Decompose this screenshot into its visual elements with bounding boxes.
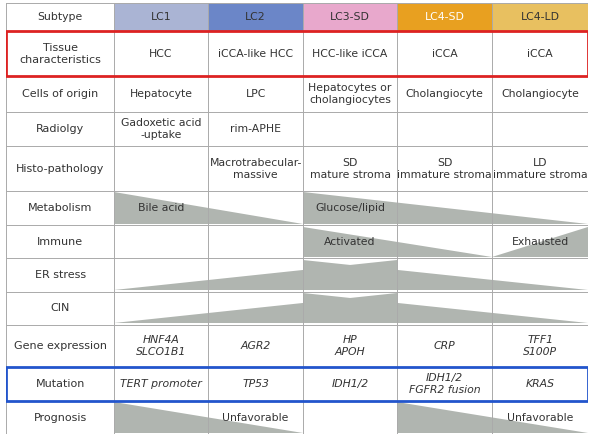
Polygon shape [303,293,589,323]
Polygon shape [303,226,492,257]
Text: Cholangiocyte: Cholangiocyte [501,89,579,99]
Polygon shape [114,192,303,224]
Text: iCCA-like HCC: iCCA-like HCC [218,49,293,59]
Text: TFF1
S100P: TFF1 S100P [523,335,557,357]
Text: AGR2: AGR2 [241,341,271,351]
Text: Activated: Activated [325,237,376,247]
Text: Immune: Immune [37,237,83,247]
Text: LPC: LPC [245,89,266,99]
Text: CRP: CRP [434,341,455,351]
Text: LC3-SD: LC3-SD [330,12,370,22]
Text: Mutation: Mutation [35,379,85,389]
Text: HNF4A
SLCO1B1: HNF4A SLCO1B1 [136,335,186,357]
Text: CIN: CIN [50,303,70,313]
FancyBboxPatch shape [208,3,303,31]
Polygon shape [303,192,589,224]
Text: SD
immature stroma: SD immature stroma [397,158,492,180]
Text: HCC: HCC [149,49,173,59]
Text: Prognosis: Prognosis [34,413,87,423]
Text: HP
APOH: HP APOH [335,335,365,357]
Text: IDH1/2
FGFR2 fusion: IDH1/2 FGFR2 fusion [409,373,481,395]
Text: Hepatocyte: Hepatocyte [130,89,193,99]
Text: Unfavorable: Unfavorable [223,413,289,423]
Text: Cholangiocyte: Cholangiocyte [406,89,484,99]
FancyBboxPatch shape [397,3,492,31]
FancyBboxPatch shape [114,3,208,31]
Text: Cells of origin: Cells of origin [22,89,98,99]
Text: Gene expression: Gene expression [14,341,107,351]
Text: Radiolgy: Radiolgy [36,124,84,134]
Polygon shape [114,402,303,433]
Polygon shape [492,226,589,257]
Text: Macrotrabecular-
massive: Macrotrabecular- massive [209,158,302,180]
Text: rim-APHE: rim-APHE [230,124,281,134]
Text: Tissue
characteristics: Tissue characteristics [19,43,101,65]
Text: ER stress: ER stress [35,270,86,280]
Text: LC1: LC1 [151,12,172,22]
Text: Glucose/lipid: Glucose/lipid [315,203,385,213]
Bar [7,367,589,401]
Text: Exhausted: Exhausted [512,237,569,247]
FancyBboxPatch shape [303,3,397,31]
Polygon shape [114,293,397,323]
Text: Subtype: Subtype [37,12,83,22]
FancyBboxPatch shape [492,3,589,31]
Text: iCCA: iCCA [432,49,458,59]
Text: Hepatocytes or
cholangiocytes: Hepatocytes or cholangiocytes [308,83,392,105]
Text: Metabolism: Metabolism [28,203,92,213]
Text: LD
immature stroma: LD immature stroma [493,158,587,180]
Text: SD
mature stroma: SD mature stroma [310,158,391,180]
Text: IDH1/2: IDH1/2 [332,379,369,389]
Text: LC2: LC2 [245,12,266,22]
Text: Histo-pathology: Histo-pathology [16,164,104,174]
Text: KRAS: KRAS [526,379,555,389]
Text: LC4-SD: LC4-SD [425,12,464,22]
Text: TP53: TP53 [242,379,269,389]
Text: Unfavorable: Unfavorable [507,413,574,423]
Polygon shape [397,402,589,433]
Text: iCCA: iCCA [527,49,553,59]
Text: Bile acid: Bile acid [138,203,184,213]
Text: Gadoxetic acid
-uptake: Gadoxetic acid -uptake [121,118,202,140]
Text: LC4-LD: LC4-LD [521,12,560,22]
Text: HCC-like iCCA: HCC-like iCCA [313,49,388,59]
Text: TERT promoter: TERT promoter [120,379,202,389]
Bar [7,31,589,76]
Polygon shape [303,260,589,290]
Polygon shape [114,260,397,290]
